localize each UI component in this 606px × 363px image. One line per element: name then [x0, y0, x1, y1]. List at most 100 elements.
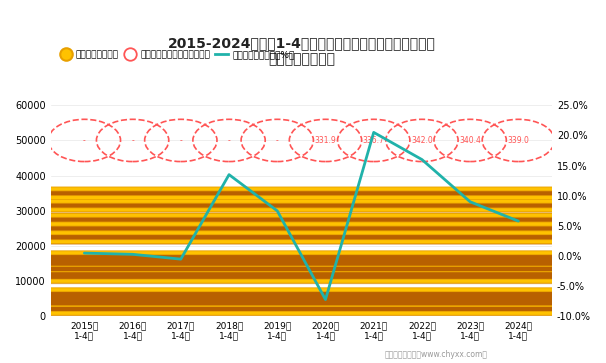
Circle shape	[0, 232, 606, 244]
Circle shape	[0, 188, 606, 198]
Circle shape	[0, 252, 606, 264]
Circle shape	[0, 300, 606, 305]
Text: 342.0: 342.0	[411, 136, 433, 145]
Circle shape	[0, 294, 606, 299]
Circle shape	[0, 308, 606, 310]
Circle shape	[0, 272, 606, 284]
Circle shape	[0, 297, 606, 309]
Circle shape	[0, 200, 606, 212]
Circle shape	[0, 204, 606, 207]
Legend: 营业收入（亿元）, 平均用工人数累计值（万人）, 营业收入累计增长（%）: 营业收入（亿元）, 平均用工人数累计值（万人）, 营业收入累计增长（%）	[55, 46, 298, 62]
Circle shape	[0, 188, 606, 200]
Circle shape	[0, 295, 606, 298]
Circle shape	[0, 301, 606, 305]
Text: -: -	[83, 136, 85, 145]
Circle shape	[0, 264, 606, 274]
Circle shape	[0, 297, 606, 309]
Circle shape	[0, 269, 606, 281]
Circle shape	[0, 291, 606, 302]
Circle shape	[0, 292, 606, 296]
Circle shape	[0, 235, 606, 239]
Circle shape	[0, 236, 606, 238]
Circle shape	[0, 232, 606, 242]
Circle shape	[0, 288, 606, 300]
Text: 339.0: 339.0	[507, 136, 529, 145]
Circle shape	[0, 235, 606, 239]
Circle shape	[0, 255, 606, 259]
Circle shape	[0, 291, 606, 303]
Text: 340.4: 340.4	[459, 136, 481, 145]
Text: -: -	[276, 136, 279, 145]
Circle shape	[0, 227, 606, 230]
Circle shape	[0, 263, 606, 275]
Circle shape	[0, 256, 606, 258]
Circle shape	[0, 270, 606, 282]
Circle shape	[0, 297, 606, 309]
Circle shape	[0, 295, 606, 306]
Circle shape	[0, 293, 606, 303]
Circle shape	[0, 296, 606, 298]
Circle shape	[0, 295, 606, 306]
Circle shape	[0, 297, 606, 301]
Circle shape	[0, 214, 606, 226]
Circle shape	[0, 223, 606, 233]
Circle shape	[0, 297, 606, 309]
Circle shape	[0, 251, 606, 263]
Circle shape	[0, 253, 606, 264]
Circle shape	[0, 274, 606, 277]
Circle shape	[0, 262, 606, 266]
Circle shape	[0, 258, 606, 270]
Circle shape	[0, 307, 606, 311]
Circle shape	[0, 256, 606, 261]
Circle shape	[0, 267, 606, 271]
Text: -: -	[132, 136, 134, 145]
Circle shape	[0, 200, 606, 212]
Circle shape	[0, 223, 606, 235]
Circle shape	[0, 292, 606, 302]
Circle shape	[0, 253, 606, 265]
Circle shape	[0, 298, 606, 308]
Circle shape	[0, 264, 606, 274]
Text: 制图：智研咨询（www.chyxx.com）: 制图：智研咨询（www.chyxx.com）	[385, 350, 488, 359]
Circle shape	[0, 187, 606, 199]
Circle shape	[0, 293, 606, 305]
Circle shape	[0, 223, 606, 234]
Circle shape	[0, 273, 606, 276]
Circle shape	[0, 275, 606, 279]
Circle shape	[0, 232, 606, 244]
Title: 2015-2024年各年1-4月电力、热力、燃气及水生产和供应
业企业营收统计图: 2015-2024年各年1-4月电力、热力、燃气及水生产和供应 业企业营收统计图	[167, 36, 435, 66]
Circle shape	[0, 257, 606, 260]
Circle shape	[0, 299, 606, 302]
Circle shape	[0, 298, 606, 310]
Text: -: -	[179, 136, 182, 145]
Circle shape	[0, 252, 606, 264]
Circle shape	[0, 269, 606, 279]
Circle shape	[0, 304, 606, 316]
Text: 336.7: 336.7	[363, 136, 385, 145]
Circle shape	[0, 298, 606, 300]
Circle shape	[0, 256, 606, 268]
Circle shape	[0, 272, 606, 276]
Circle shape	[0, 263, 606, 275]
Circle shape	[0, 260, 606, 262]
Circle shape	[0, 231, 606, 243]
Circle shape	[0, 293, 606, 295]
Circle shape	[0, 295, 606, 307]
Circle shape	[0, 267, 606, 271]
Circle shape	[0, 258, 606, 269]
Circle shape	[0, 298, 606, 308]
Circle shape	[0, 259, 606, 263]
Circle shape	[0, 295, 606, 299]
Circle shape	[0, 298, 606, 303]
Text: -: -	[228, 136, 230, 145]
Circle shape	[0, 258, 606, 270]
Circle shape	[0, 232, 606, 242]
Circle shape	[0, 297, 606, 299]
Circle shape	[0, 294, 606, 306]
Circle shape	[0, 295, 606, 307]
Circle shape	[0, 236, 606, 238]
Circle shape	[0, 289, 606, 299]
Circle shape	[0, 294, 606, 304]
Circle shape	[0, 268, 606, 270]
Circle shape	[0, 264, 606, 276]
